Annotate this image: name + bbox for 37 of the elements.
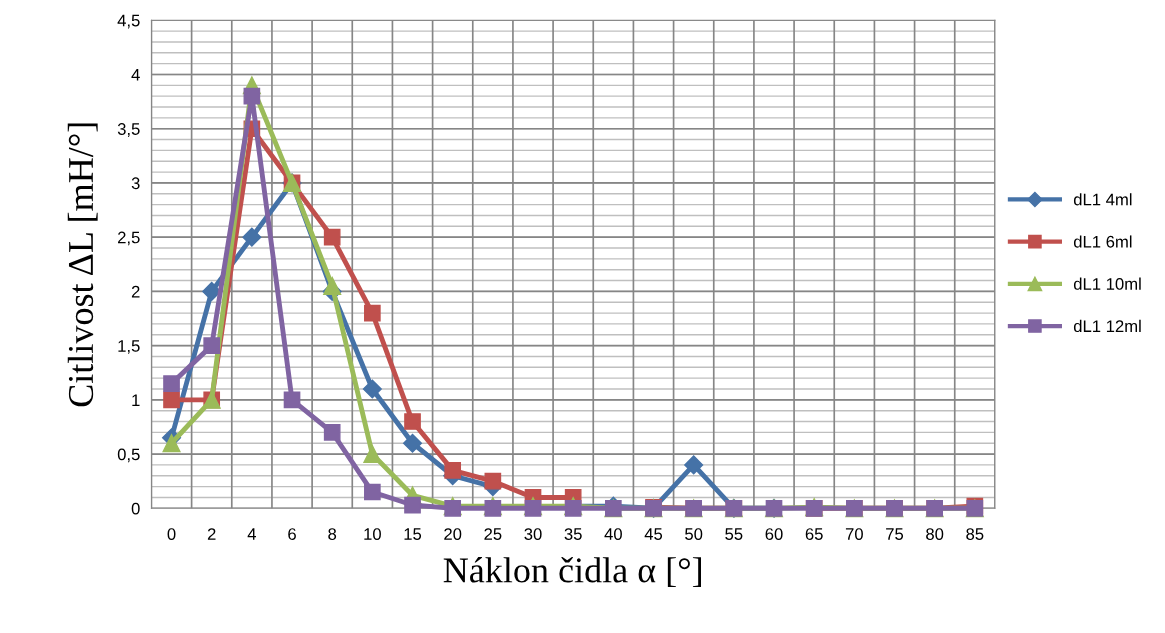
x-tick-label: 65 xyxy=(805,528,823,540)
x-tick-label: 0 xyxy=(167,528,176,540)
x-tick-label: 25 xyxy=(484,528,502,540)
x-tick-label: 10 xyxy=(364,528,381,540)
x-tick-label: 20 xyxy=(444,528,462,540)
x-tick-label: 15 xyxy=(404,528,422,540)
legend-label: dL1 4ml xyxy=(1073,193,1132,206)
x-tick-label: 45 xyxy=(644,528,663,540)
y-tick-label: 4,5 xyxy=(117,14,140,29)
y-tick-label: 3,5 xyxy=(117,123,140,137)
x-tick-label: 75 xyxy=(886,528,904,540)
x-tick-label: 50 xyxy=(685,528,703,540)
y-tick-label: 4 xyxy=(131,69,140,81)
y-tick-label: 1,5 xyxy=(118,340,140,354)
x-tick-label: 35 xyxy=(564,528,582,540)
x-tick-label: 70 xyxy=(845,528,863,540)
y-tick-label: 3 xyxy=(131,177,140,190)
x-tick-label: 55 xyxy=(725,528,743,540)
legend-label: dL1 6ml xyxy=(1073,235,1132,248)
x-tick-label: 4 xyxy=(247,528,257,540)
legend-label: dL1 10ml xyxy=(1073,277,1141,290)
x-tick-label: 6 xyxy=(288,528,296,540)
x-tick-label: 30 xyxy=(524,528,542,540)
x-tick-label: 8 xyxy=(328,528,337,540)
x-tick-label: 80 xyxy=(926,528,944,540)
x-axis-title: Náklon čidla α [°] xyxy=(443,557,701,588)
y-tick-label: 1 xyxy=(132,394,140,406)
y-tick-label: 2,5 xyxy=(118,231,140,246)
x-tick-label: 60 xyxy=(765,528,783,540)
x-tick-label: 40 xyxy=(604,528,622,540)
y-axis-title: Citlivost ΔL [mH/°] xyxy=(67,123,98,407)
y-tick-label: 2 xyxy=(131,285,140,298)
x-tick-label: 2 xyxy=(207,528,216,540)
y-tick-label: 0 xyxy=(131,502,140,515)
y-tick-label: 0,5 xyxy=(117,448,140,463)
legend-label: dL1 12ml xyxy=(1073,319,1141,333)
x-tick-label: 85 xyxy=(966,528,984,540)
